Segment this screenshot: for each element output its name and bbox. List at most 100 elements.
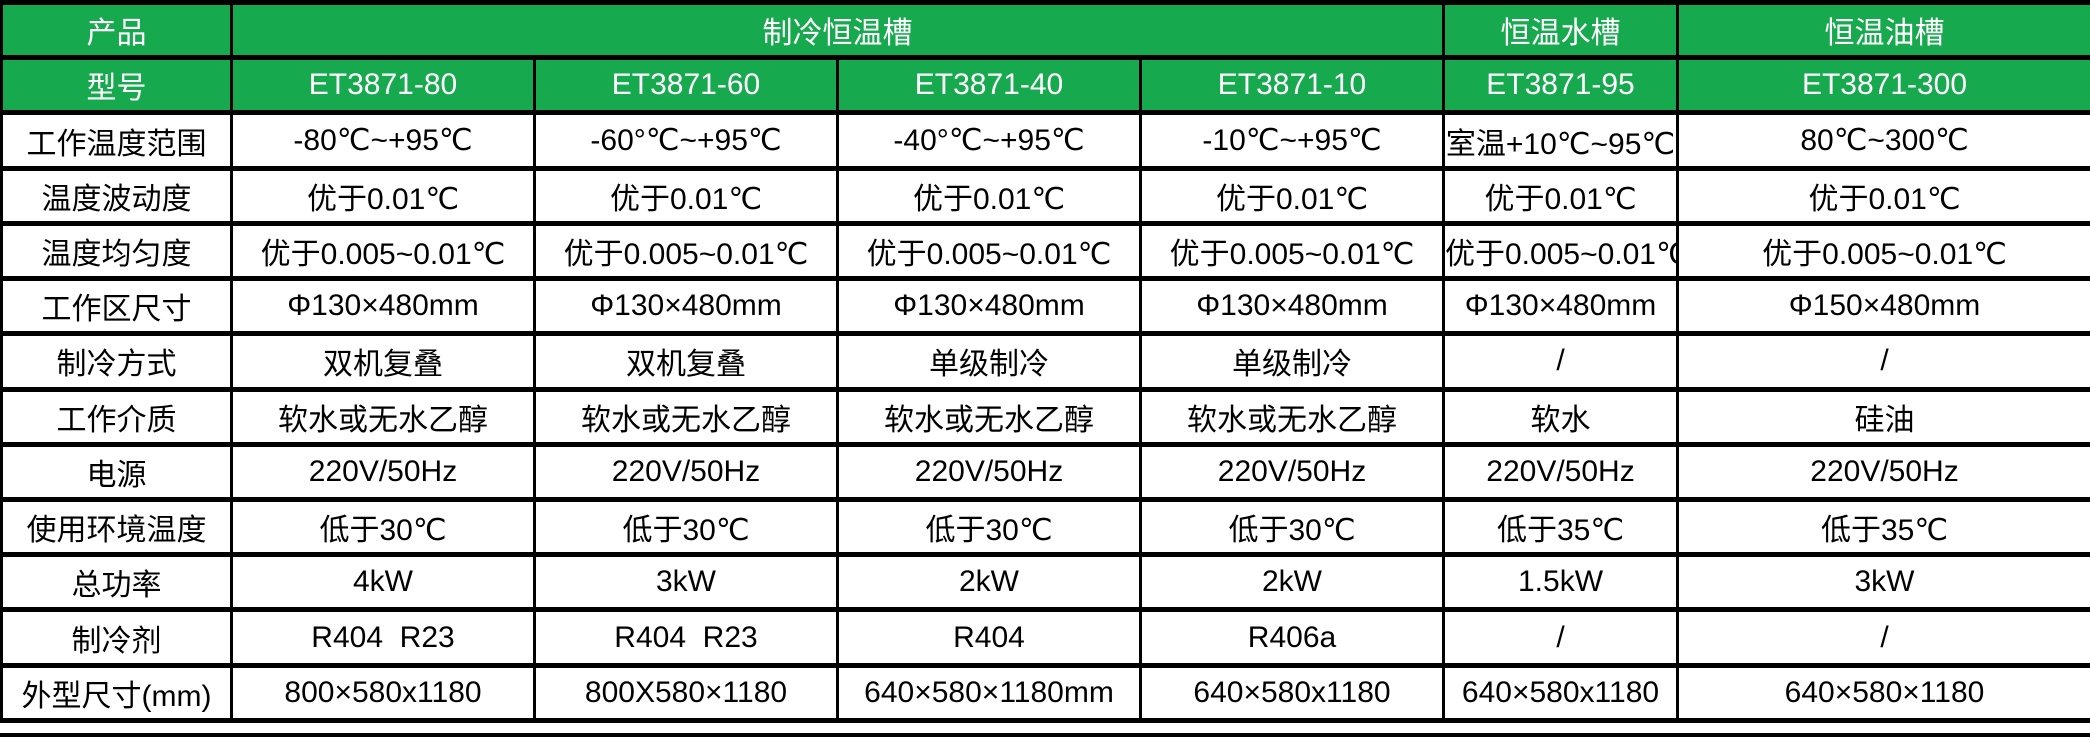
spec-cell: 优于0.01℃: [1676, 165, 2090, 226]
spec-cell: -10℃~+95℃: [1139, 110, 1445, 171]
spec-cell: 低于35℃: [1442, 496, 1679, 558]
row-label: 温度波动度: [0, 165, 233, 226]
spec-cell: 640×580×1180mm: [836, 662, 1142, 724]
spec-cell: 硅油: [1676, 386, 2090, 447]
row-label: 使用环境温度: [0, 496, 233, 558]
spec-cell: /: [1442, 331, 1679, 392]
spec-cell: 220V/50Hz: [1442, 441, 1679, 502]
spec-cell: 80℃~300℃: [1676, 110, 2090, 171]
table-row-ambient-temp: 使用环境温度 低于30℃ 低于30℃ 低于30℃ 低于30℃ 低于35℃ 低于3…: [0, 496, 2090, 558]
table-row-working-temp-range: 工作温度范围 -80℃~+95℃ -60°℃~+95℃ -40°℃~+95℃ -…: [0, 110, 2090, 171]
spec-cell: 室温+10℃~95℃: [1442, 110, 1679, 171]
model-row: 型号 ET3871-80 ET3871-60 ET3871-40 ET3871-…: [0, 55, 2090, 116]
spec-cell: 220V/50Hz: [1676, 441, 2090, 502]
spec-cell: R404 R23: [230, 607, 536, 668]
model-header: ET3871-80: [230, 55, 536, 116]
spec-cell: 优于0.005~0.01℃: [836, 220, 1142, 282]
product-row-label: 产品: [0, 0, 233, 61]
spec-cell: R404: [836, 607, 1142, 668]
spec-cell: 800X580×1180: [533, 662, 839, 724]
spec-cell: 220V/50Hz: [1139, 441, 1445, 502]
group-refrigerated-bath: 制冷恒温槽: [230, 0, 1445, 61]
spec-cell: 优于0.01℃: [836, 165, 1142, 226]
spec-cell: 优于0.01℃: [230, 165, 536, 226]
model-row-label: 型号: [0, 55, 233, 116]
spec-cell: Φ130×480mm: [836, 276, 1142, 337]
spec-cell: Φ130×480mm: [230, 276, 536, 337]
spec-cell: 优于0.005~0.01℃: [230, 220, 536, 282]
spec-cell: -80℃~+95℃: [230, 110, 536, 171]
table-row-cooling-method: 制冷方式 双机复叠 双机复叠 单级制冷 单级制冷 / /: [0, 331, 2090, 392]
spec-cell: /: [1676, 331, 2090, 392]
spec-cell: Φ130×480mm: [1139, 276, 1445, 337]
spec-cell: 3kW: [1676, 552, 2090, 613]
row-label: 工作介质: [0, 386, 233, 447]
spec-cell: 双机复叠: [533, 331, 839, 392]
spec-cell: 优于0.005~0.01℃: [533, 220, 839, 282]
model-header: ET3871-40: [836, 55, 1142, 116]
spec-cell: 优于0.01℃: [1442, 165, 1679, 226]
table-row-temp-uniformity: 温度均匀度 优于0.005~0.01℃ 优于0.005~0.01℃ 优于0.00…: [0, 220, 2090, 282]
spec-cell: 低于30℃: [230, 496, 536, 558]
spec-cell: Φ150×480mm: [1676, 276, 2090, 337]
table-row-temp-fluctuation: 温度波动度 优于0.01℃ 优于0.01℃ 优于0.01℃ 优于0.01℃ 优于…: [0, 165, 2090, 226]
spec-cell: 软水或无水乙醇: [230, 386, 536, 447]
spec-cell: 低于30℃: [533, 496, 839, 558]
row-label: 制冷方式: [0, 331, 233, 392]
spec-cell: 640×580x1180: [1442, 662, 1679, 724]
spec-cell: Φ130×480mm: [533, 276, 839, 337]
table-row-work-area-size: 工作区尺寸 Φ130×480mm Φ130×480mm Φ130×480mm Φ…: [0, 276, 2090, 337]
spec-cell: 640×580x1180: [1139, 662, 1445, 724]
spec-cell: 220V/50Hz: [533, 441, 839, 502]
spec-cell: 1.5kW: [1442, 552, 1679, 613]
model-header: ET3871-95: [1442, 55, 1679, 116]
cutoff-row-gap: [0, 723, 2090, 733]
table-row-working-medium: 工作介质 软水或无水乙醇 软水或无水乙醇 软水或无水乙醇 软水或无水乙醇 软水 …: [0, 386, 2090, 447]
spec-cell: R404 R23: [533, 607, 839, 668]
row-label: 总功率: [0, 552, 233, 613]
model-header: ET3871-10: [1139, 55, 1445, 116]
table-row-power-supply: 电源 220V/50Hz 220V/50Hz 220V/50Hz 220V/50…: [0, 441, 2090, 502]
spec-cell: 低于30℃: [1139, 496, 1445, 558]
spec-cell: 双机复叠: [230, 331, 536, 392]
spec-cell: 优于0.005~0.01℃: [1139, 220, 1445, 282]
spec-cell: /: [1442, 607, 1679, 668]
spec-cell: /: [1676, 607, 2090, 668]
spec-cell: 220V/50Hz: [836, 441, 1142, 502]
spec-cell: R406a: [1139, 607, 1445, 668]
spec-cell: Φ130×480mm: [1442, 276, 1679, 337]
row-label: 电源: [0, 441, 233, 502]
spec-cell: 软水或无水乙醇: [533, 386, 839, 447]
spec-cell: 软水或无水乙醇: [836, 386, 1142, 447]
spec-cell: 640×580×1180: [1676, 662, 2090, 724]
spec-cell: 低于30℃: [836, 496, 1142, 558]
group-water-bath: 恒温水槽: [1442, 0, 1679, 61]
spec-cell: 2kW: [1139, 552, 1445, 613]
spec-cell: 3kW: [533, 552, 839, 613]
spec-cell: 优于0.01℃: [533, 165, 839, 226]
spec-cell: 2kW: [836, 552, 1142, 613]
row-label: 工作区尺寸: [0, 276, 233, 337]
spec-cell: -60°℃~+95℃: [533, 110, 839, 171]
row-label: 温度均匀度: [0, 220, 233, 282]
spec-cell: 800×580x1180: [230, 662, 536, 724]
table-row-refrigerant: 制冷剂 R404 R23 R404 R23 R404 R406a / /: [0, 607, 2090, 668]
group-oil-bath: 恒温油槽: [1676, 0, 2090, 61]
row-label: 制冷剂: [0, 607, 233, 668]
model-header: ET3871-60: [533, 55, 839, 116]
spec-cell: 优于0.005~0.01℃: [1676, 220, 2090, 282]
spec-cell: 220V/50Hz: [230, 441, 536, 502]
model-header: ET3871-300: [1676, 55, 2090, 116]
spec-cell: 单级制冷: [1139, 331, 1445, 392]
row-label: 工作温度范围: [0, 110, 233, 171]
spec-cell: 低于35℃: [1676, 496, 2090, 558]
product-row: 产品 制冷恒温槽 恒温水槽 恒温油槽: [0, 0, 2090, 61]
spec-cell: -40°℃~+95℃: [836, 110, 1142, 171]
table-row-overall-dimensions: 外型尺寸(mm) 800×580x1180 800X580×1180 640×5…: [0, 662, 2090, 724]
spec-cell: 优于0.01℃: [1139, 165, 1445, 226]
row-label: 外型尺寸(mm): [0, 662, 233, 724]
spec-cell: 软水: [1442, 386, 1679, 447]
spec-cell: 软水或无水乙醇: [1139, 386, 1445, 447]
spec-cell: 4kW: [230, 552, 536, 613]
